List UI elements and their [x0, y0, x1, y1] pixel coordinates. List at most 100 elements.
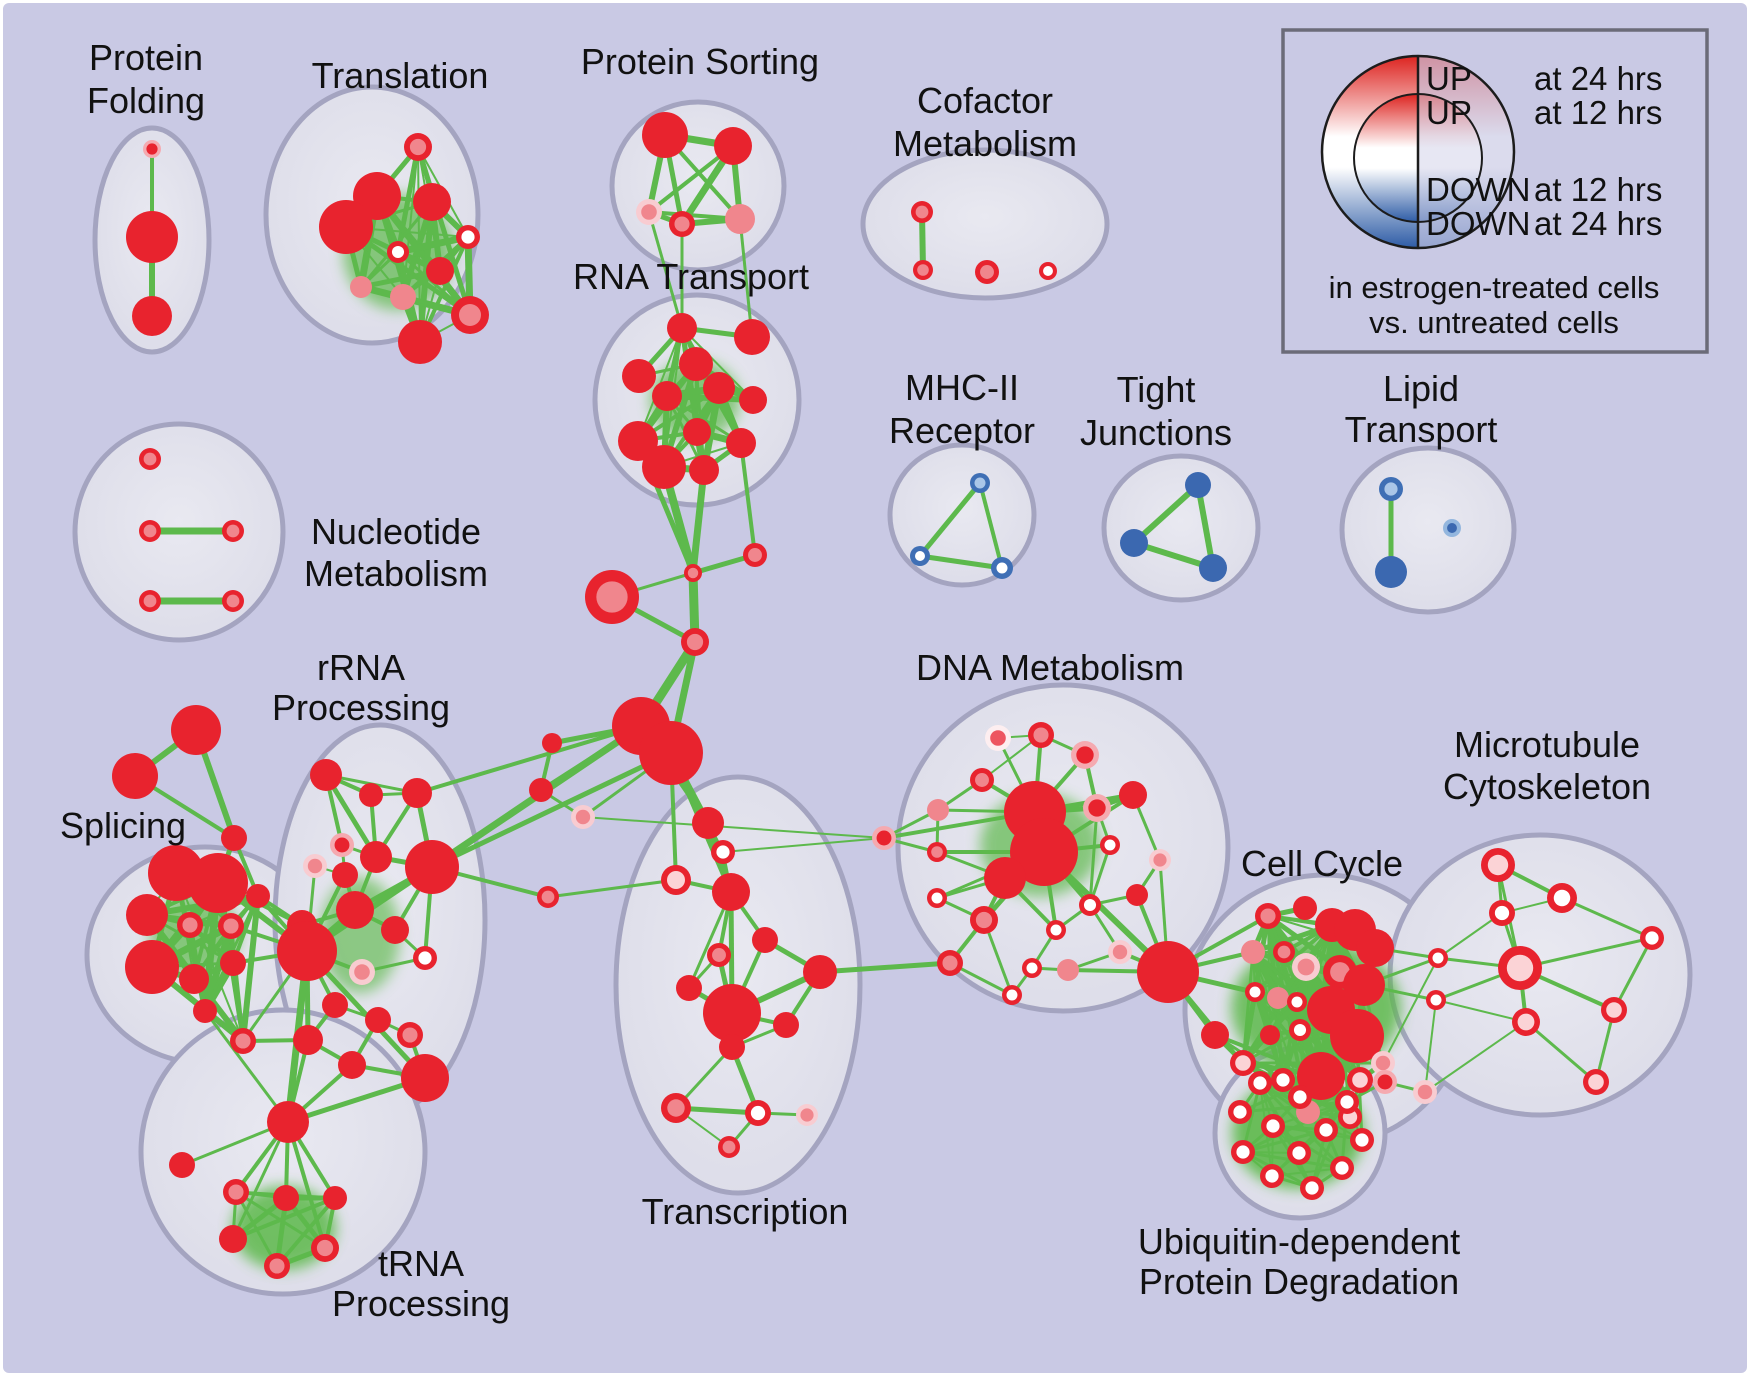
node-disc — [1297, 1052, 1345, 1100]
node-d1 — [985, 725, 1011, 751]
node-mt5 — [1498, 946, 1542, 990]
network-edge — [275, 1196, 337, 1268]
node-mt2 — [1547, 883, 1577, 913]
node-cc22 — [1371, 1051, 1395, 1075]
node-center — [269, 1258, 285, 1274]
node-cf4 — [1039, 262, 1057, 280]
node-h2 — [639, 721, 703, 785]
node-center — [146, 143, 158, 155]
node-center — [226, 524, 240, 538]
node-disc — [126, 211, 178, 263]
node-cc8 — [1292, 953, 1320, 981]
node-cc10 — [1343, 964, 1385, 1006]
legend-row-up12-word: UP — [1426, 94, 1472, 131]
network-nodes — [112, 112, 1664, 1279]
node-n5 — [222, 590, 244, 612]
node-t11 — [398, 320, 442, 364]
node-center — [143, 524, 157, 538]
node-tra — [223, 1179, 249, 1205]
node-disc — [193, 999, 217, 1023]
node-rr12 — [413, 946, 437, 970]
node-m1 — [970, 473, 990, 493]
network-edge — [203, 1010, 290, 1123]
node-t7 — [426, 257, 454, 285]
node-rr14 — [322, 992, 348, 1018]
node-cc17 — [1260, 1025, 1280, 1045]
node-xl — [537, 886, 559, 908]
node-disc — [359, 783, 383, 807]
network-edge — [323, 773, 379, 859]
node-pf1 — [143, 140, 161, 158]
node-center — [996, 562, 1008, 574]
cluster-label-translation-line1: Translation — [312, 55, 489, 96]
cluster-bubble-protein-sorting — [609, 99, 787, 273]
node-mt3 — [1489, 900, 1515, 926]
node-disc — [336, 891, 374, 929]
node-r2 — [734, 319, 770, 355]
node-rr10 — [336, 891, 374, 929]
node-center — [1377, 1074, 1393, 1090]
network-edge — [582, 816, 885, 839]
node-disc — [689, 455, 719, 485]
node-r6 — [652, 381, 682, 411]
node-disc — [277, 921, 337, 981]
node-disc — [803, 955, 837, 989]
node-center — [1260, 908, 1276, 924]
network-edge — [978, 482, 1004, 569]
node-t6 — [387, 241, 409, 263]
node-d7 — [1083, 794, 1111, 822]
legend-row-down12-word: DOWN — [1426, 171, 1530, 208]
node-center — [722, 1140, 736, 1154]
node-center — [1050, 924, 1062, 936]
node-l3 — [1443, 519, 1461, 537]
node-trhub — [267, 1101, 309, 1143]
node-center — [402, 1027, 418, 1043]
node-center — [942, 955, 958, 971]
legend-node-glyph-inner-pale — [1418, 94, 1482, 222]
cluster-label-rna-transport-line1: RNA Transport — [573, 256, 809, 297]
network-edge — [689, 469, 708, 574]
network-edge — [681, 327, 754, 401]
node-disc — [1343, 964, 1385, 1006]
node-disc — [405, 840, 459, 894]
node-center — [915, 551, 925, 561]
node-t10 — [451, 296, 489, 334]
node-pf2 — [126, 211, 178, 263]
node-cc13 — [1287, 992, 1307, 1012]
node-center — [1265, 1169, 1279, 1183]
cluster-label-tight-junctions-line1: Tight — [1117, 369, 1196, 410]
node-x7 — [676, 975, 702, 1001]
node-x4 — [712, 873, 750, 911]
cluster-label-mhc-ii-receptor-line2: Receptor — [889, 410, 1035, 451]
node-center — [1305, 1181, 1319, 1195]
node-disc — [169, 1152, 195, 1178]
node-sp10 — [193, 999, 217, 1023]
node-cc5 — [1356, 929, 1394, 967]
node-center — [1432, 952, 1444, 964]
node-d22 — [937, 950, 963, 976]
node-cc2 — [1293, 896, 1317, 920]
node-disc — [1120, 529, 1148, 557]
node-cc18 — [1230, 1050, 1256, 1076]
cluster-label-rrna-processing-line1: rRNA — [317, 647, 405, 688]
node-cc19 — [1271, 1068, 1295, 1092]
node-disc — [679, 347, 713, 381]
node-r3 — [679, 347, 713, 381]
node-center — [748, 548, 762, 562]
node-rr19 — [401, 1054, 449, 1102]
node-rr15 — [365, 1007, 391, 1033]
node-d23 — [1137, 941, 1199, 1003]
legend-row-up24-word: UP — [1426, 60, 1472, 97]
network-edge — [416, 724, 642, 795]
node-disc — [712, 873, 750, 911]
node-disc — [332, 862, 358, 888]
node-disc — [725, 204, 755, 234]
cluster-label-lipid-transport-line2: Transport — [1345, 409, 1498, 450]
node-d14 — [1126, 884, 1148, 906]
node-center — [1494, 905, 1510, 921]
network-edge — [1242, 1128, 1327, 1154]
node-c2 — [743, 543, 767, 567]
node-center — [674, 216, 690, 232]
network-edge — [231, 1121, 290, 1240]
node-center — [915, 205, 929, 219]
